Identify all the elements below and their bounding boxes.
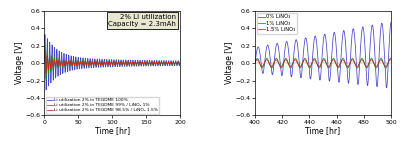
Li utilization 2% in TEGDME 98.5% / LiNO₃ 1.5% — [128, 61, 133, 63]
Li utilization 2% in TEGDME 100% — [143, 60, 147, 62]
1.5% LiNO₃ — [305, 62, 310, 64]
1% LiNO₃ — [253, 62, 258, 64]
1.5% LiNO₃ — [277, 65, 282, 67]
0% LiNO₃ — [341, 30, 346, 32]
Li utilization 2% in TEGDME 98.5% / LiNO₃ 1.5% — [143, 62, 147, 64]
Li utilization 2% in TEGDME 98.5% / LiNO₃ 1.5% — [44, 72, 48, 74]
Li utilization 2% in TEGDME 100% — [44, 89, 48, 91]
1% LiNO₃ — [354, 66, 359, 68]
1% LiNO₃ — [364, 67, 369, 69]
Li utilization 2% in TEGDME 100% — [42, 33, 47, 35]
0% LiNO₃ — [277, 57, 282, 59]
0% LiNO₃ — [354, 64, 359, 66]
Li utilization 2% in TEGDME 99% / LiNO₃ 1% — [128, 61, 133, 63]
Li utilization 2% in TEGDME 99% / LiNO₃ 1% — [42, 44, 47, 46]
Li utilization 2% in TEGDME 98.5% / LiNO₃ 1.5% — [91, 64, 96, 66]
Y-axis label: Voltage [V]: Voltage [V] — [15, 42, 24, 84]
0% LiNO₃ — [388, 21, 393, 23]
Li utilization 2% in TEGDME 99% / LiNO₃ 1% — [123, 64, 127, 65]
0% LiNO₃ — [384, 87, 389, 89]
0% LiNO₃ — [334, 50, 339, 52]
Li utilization 2% in TEGDME 98.5% / LiNO₃ 1.5% — [150, 62, 155, 64]
1.5% LiNO₃ — [334, 64, 339, 66]
Li utilization 2% in TEGDME 100% — [150, 61, 155, 63]
Line: 1.5% LiNO₃: 1.5% LiNO₃ — [255, 60, 391, 67]
Li utilization 2% in TEGDME 98.5% / LiNO₃ 1.5% — [42, 55, 47, 57]
Li utilization 2% in TEGDME 100% — [49, 75, 54, 76]
Li utilization 2% in TEGDME 100% — [91, 67, 96, 68]
Li utilization 2% in TEGDME 99% / LiNO₃ 1% — [42, 56, 47, 58]
1.5% LiNO₃ — [354, 66, 359, 67]
Li utilization 2% in TEGDME 99% / LiNO₃ 1% — [91, 65, 96, 67]
1% LiNO₃ — [341, 58, 346, 60]
Line: Li utilization 2% in TEGDME 100%: Li utilization 2% in TEGDME 100% — [44, 34, 180, 90]
1% LiNO₃ — [322, 58, 326, 59]
Li utilization 2% in TEGDME 98.5% / LiNO₃ 1.5% — [42, 50, 47, 52]
Legend: 0% LiNO₃, 1% LiNO₃, 1.5% LiNO₃: 0% LiNO₃, 1% LiNO₃, 1.5% LiNO₃ — [257, 13, 297, 34]
0% LiNO₃ — [253, 62, 258, 64]
1.5% LiNO₃ — [297, 66, 302, 68]
1.5% LiNO₃ — [341, 59, 346, 61]
Li utilization 2% in TEGDME 100% — [128, 59, 133, 61]
Li utilization 2% in TEGDME 99% / LiNO₃ 1% — [150, 62, 155, 64]
1% LiNO₃ — [305, 61, 310, 63]
Li utilization 2% in TEGDME 98.5% / LiNO₃ 1.5% — [123, 63, 127, 65]
Text: 2% Li utilization
Capacity = 2.3mAh: 2% Li utilization Capacity = 2.3mAh — [108, 14, 176, 27]
Li utilization 2% in TEGDME 98.5% / LiNO₃ 1.5% — [49, 63, 54, 65]
Line: Li utilization 2% in TEGDME 99% / LiNO₃ 1%: Li utilization 2% in TEGDME 99% / LiNO₃ … — [44, 45, 180, 79]
1.5% LiNO₃ — [302, 59, 307, 61]
1% LiNO₃ — [317, 67, 322, 69]
Line: Li utilization 2% in TEGDME 98.5% / LiNO₃ 1.5%: Li utilization 2% in TEGDME 98.5% / LiNO… — [44, 51, 180, 73]
Li utilization 2% in TEGDME 100% — [178, 60, 183, 62]
1% LiNO₃ — [334, 64, 339, 66]
Li utilization 2% in TEGDME 99% / LiNO₃ 1% — [143, 62, 147, 64]
1% LiNO₃ — [277, 65, 282, 67]
Li utilization 2% in TEGDME 100% — [42, 62, 47, 64]
Line: 0% LiNO₃: 0% LiNO₃ — [255, 22, 391, 88]
Li utilization 2% in TEGDME 99% / LiNO₃ 1% — [44, 78, 48, 79]
0% LiNO₃ — [364, 79, 369, 81]
1.5% LiNO₃ — [253, 62, 258, 64]
Li utilization 2% in TEGDME 99% / LiNO₃ 1% — [178, 61, 183, 63]
Li utilization 2% in TEGDME 100% — [123, 65, 127, 67]
X-axis label: Time [hr]: Time [hr] — [305, 126, 341, 135]
0% LiNO₃ — [305, 42, 310, 44]
1.5% LiNO₃ — [388, 59, 393, 61]
Li utilization 2% in TEGDME 98.5% / LiNO₃ 1.5% — [178, 61, 183, 63]
Li utilization 2% in TEGDME 99% / LiNO₃ 1% — [49, 65, 54, 67]
Legend: Li utilization 2% in TEGDME 100%, Li utilization 2% in TEGDME 99% / LiNO₃ 1%, Li: Li utilization 2% in TEGDME 100%, Li uti… — [46, 97, 160, 114]
X-axis label: Time [hr]: Time [hr] — [95, 126, 130, 135]
1.5% LiNO₃ — [364, 66, 369, 68]
Y-axis label: Voltage [V]: Voltage [V] — [225, 42, 234, 84]
Line: 1% LiNO₃: 1% LiNO₃ — [255, 58, 391, 68]
1% LiNO₃ — [388, 58, 393, 60]
